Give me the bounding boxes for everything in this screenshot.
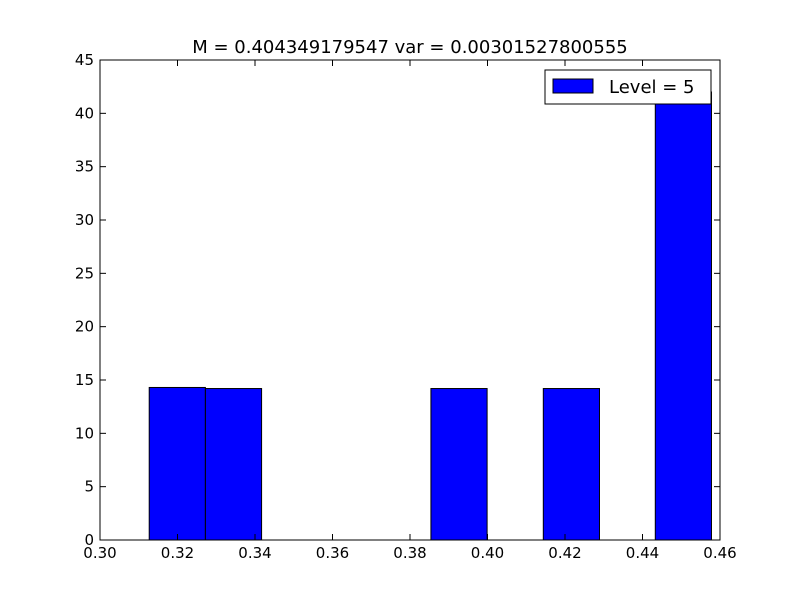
x-tick-label-3: 0.36 [316, 544, 349, 562]
y-tick-label-8: 40 [75, 104, 94, 122]
y-tick-label-1: 5 [84, 478, 94, 496]
y-tick-label-6: 30 [75, 211, 94, 229]
y-tick-label-2: 10 [75, 424, 94, 442]
legend-swatch [552, 78, 594, 94]
y-tick-label-9: 45 [75, 51, 94, 69]
y-tick-label-5: 25 [75, 264, 94, 282]
y-tick-label-0: 0 [84, 531, 94, 549]
chart-title: M = 0.404349179547 var = 0.0030152780055… [192, 37, 628, 58]
y-tick-label-4: 20 [75, 318, 94, 336]
x-tick-label-6: 0.42 [548, 544, 581, 562]
y-tick-label-7: 35 [75, 158, 94, 176]
y-tick-label-3: 15 [75, 371, 94, 389]
bars-layer [148, 91, 712, 541]
x-tick-label-4: 0.38 [393, 544, 426, 562]
x-tick-label-1: 0.32 [161, 544, 194, 562]
x-tick-label-0: 0.30 [83, 544, 116, 562]
x-tick-label-7: 0.44 [626, 544, 659, 562]
x-tick-label-2: 0.34 [238, 544, 271, 562]
bar-0-0 [148, 386, 206, 541]
y-axis-ticks: 0 5 10 15 20 25 30 35 40 45 [75, 51, 720, 549]
bar-0-3 [542, 388, 600, 541]
legend-label: Level = 5 [609, 77, 695, 98]
x-tick-label-5: 0.40 [471, 544, 504, 562]
bar-0-2 [430, 388, 488, 541]
bar-0-1 [204, 388, 263, 541]
legend: Level = 5 [544, 69, 712, 105]
x-axis-ticks: 0.30 0.32 0.34 0.36 0.38 0.40 0.42 0.44 0.46 [83, 60, 737, 562]
x-tick-label-8: 0.46 [703, 544, 736, 562]
bar-0-4 [654, 91, 712, 541]
